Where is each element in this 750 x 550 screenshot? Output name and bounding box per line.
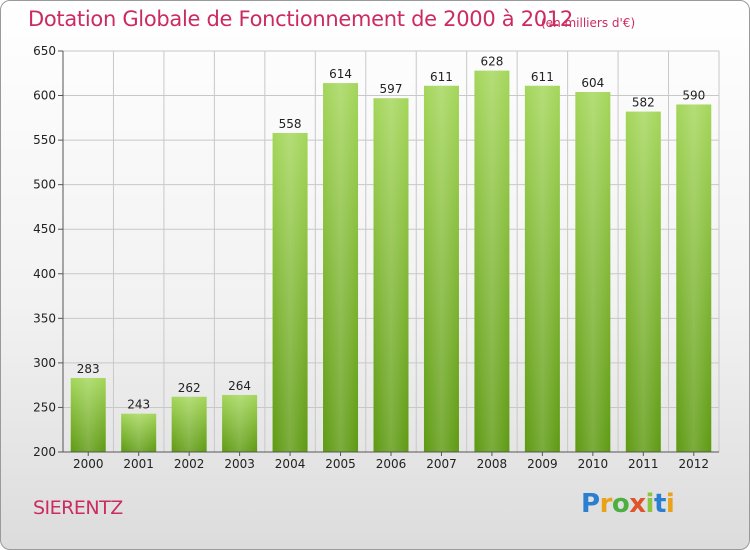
bar-shine [323,83,359,452]
data-label: 590 [682,88,705,102]
labels: 200 250 300 350 400 450 500 550 600 650 283 2000 243… [33,44,709,471]
y-tick-label: 200 [33,445,56,459]
x-tick-label: 2007 [426,457,457,471]
x-tick-label: 2002 [174,457,205,471]
logo-letter: i [645,489,655,519]
data-label: 262 [178,381,201,395]
y-tick-label: 350 [33,311,56,325]
y-tick-label: 650 [33,44,56,58]
chart-unit: (en milliers d'€) [541,16,636,30]
bar-shine [222,394,258,452]
y-tick-label: 600 [33,89,56,103]
data-label: 604 [581,76,604,90]
y-tick-label: 400 [33,267,56,281]
axes [58,50,719,456]
bar-shine [70,378,106,452]
data-label: 628 [480,55,503,69]
x-tick-label: 2010 [578,457,609,471]
y-tick-label: 450 [33,222,56,236]
y-tick-label: 550 [33,133,56,147]
data-label: 611 [430,70,453,84]
y-tick-label: 300 [33,356,56,370]
chart-title: Dotation Globale de Fonctionnement de 20… [28,7,573,31]
bar-shine [474,70,510,453]
x-tick-label: 2003 [224,457,255,471]
data-label: 558 [279,117,302,131]
x-tick-label: 2001 [123,457,154,471]
x-tick-label: 2012 [678,457,709,471]
logo-letter: i [665,489,675,519]
data-label: 264 [228,379,251,393]
bar-shine [625,111,661,453]
bar-shine [373,98,409,453]
x-tick-label: 2006 [376,457,407,471]
bar-shine [121,413,157,452]
data-label: 243 [127,398,150,412]
proxiti-logo[interactable]: Proxiti [581,489,675,519]
bar-shine [676,104,712,452]
x-tick-label: 2009 [527,457,558,471]
data-label: 283 [77,362,100,376]
x-tick-label: 2011 [628,457,659,471]
logo-letter: x [629,489,646,519]
x-tick-label: 2008 [477,457,508,471]
logo-letter: r [599,489,613,519]
data-label: 611 [531,70,554,84]
bars [70,70,712,453]
bar-shine [171,396,207,452]
y-tick-label: 250 [33,400,56,414]
bar-shine [423,85,459,453]
x-tick-label: 2004 [275,457,306,471]
bar-shine [575,91,611,452]
city-name: SIERENTZ [33,497,123,519]
data-label: 582 [632,96,655,110]
data-label: 614 [329,67,352,81]
logo-letter: t [653,489,666,519]
y-tick-label: 500 [33,178,56,192]
bar-shine [272,132,308,452]
bar-shine [524,85,560,453]
x-tick-label: 2005 [325,457,356,471]
data-label: 597 [380,82,403,96]
logo-letter: o [611,489,630,519]
logo-letter: P [581,489,600,519]
x-tick-label: 2000 [73,457,104,471]
